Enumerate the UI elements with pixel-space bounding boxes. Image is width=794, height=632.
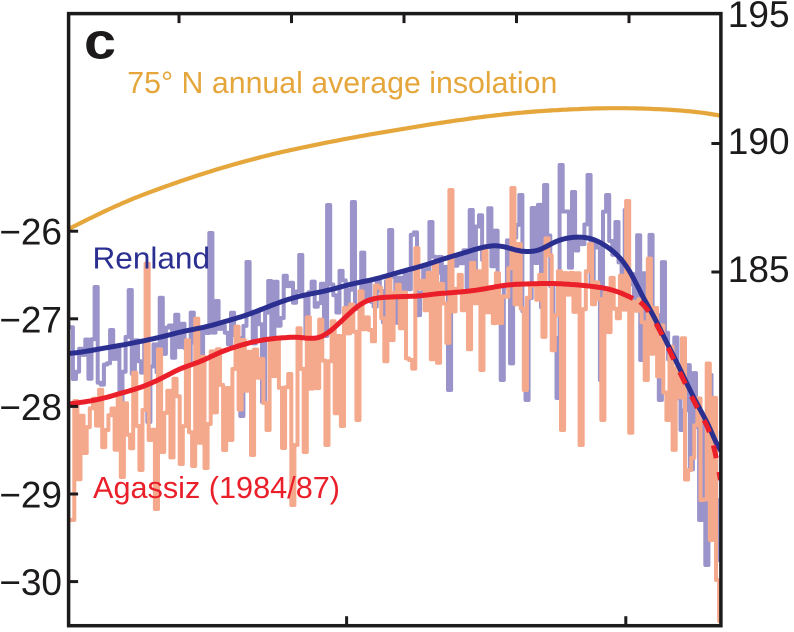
svg-text:−26: −26 [0, 212, 62, 253]
svg-text:195: 195 [728, 0, 790, 35]
svg-text:75° N annual average insolatio: 75° N annual average insolation [127, 65, 557, 100]
svg-text:−30: −30 [0, 562, 62, 603]
svg-text:Agassiz (1984/87): Agassiz (1984/87) [93, 470, 340, 505]
svg-text:−27: −27 [0, 299, 62, 340]
svg-text:185: 185 [728, 249, 790, 290]
svg-text:c: c [84, 13, 116, 70]
svg-text:−28: −28 [0, 387, 62, 428]
svg-text:−29: −29 [0, 475, 62, 516]
svg-text:Renland: Renland [93, 241, 211, 276]
svg-text:190: 190 [728, 121, 790, 162]
